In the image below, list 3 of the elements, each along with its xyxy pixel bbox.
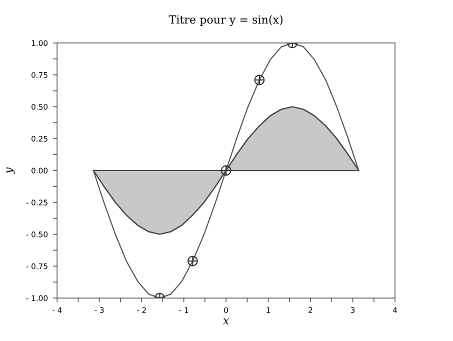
y-axis-title: y: [6, 167, 15, 174]
x-axis-title: x: [222, 318, 230, 324]
chart-title: Titre pour y = sin(x): [168, 15, 282, 26]
